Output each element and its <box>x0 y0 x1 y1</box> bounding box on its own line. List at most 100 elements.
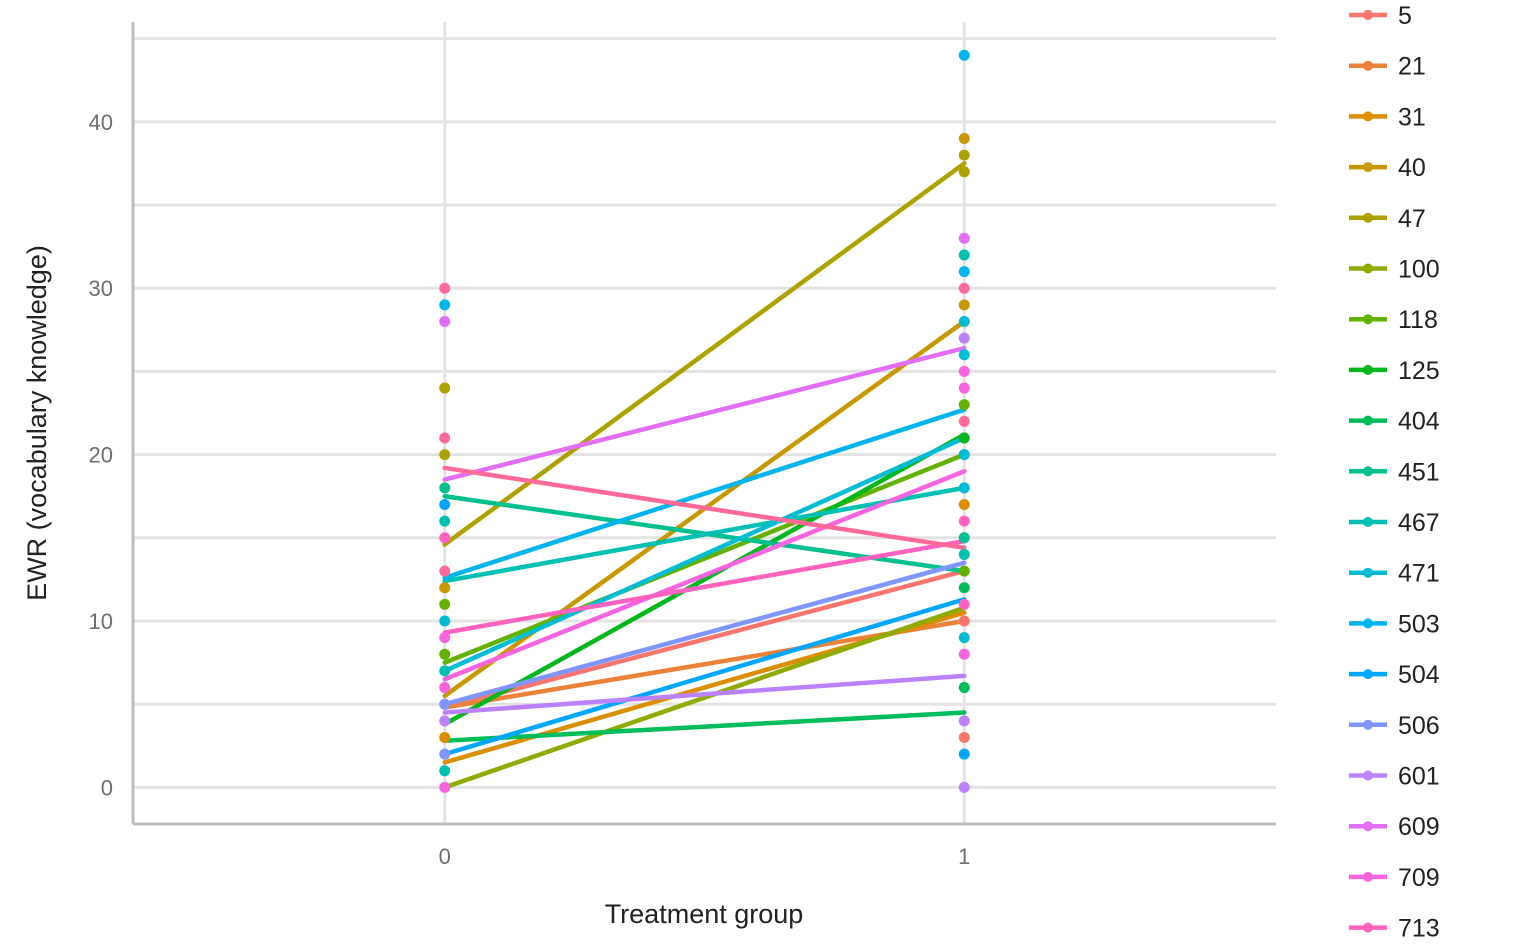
data-point <box>958 532 970 544</box>
data-point <box>439 698 451 710</box>
legend-label: 609 <box>1398 813 1440 841</box>
series-lines <box>442 161 967 790</box>
data-point <box>439 282 451 294</box>
legend-item: 118 <box>1349 306 1438 334</box>
series-line <box>442 597 967 757</box>
data-point <box>439 632 451 644</box>
data-point <box>958 249 970 261</box>
y-tick-label: 0 <box>101 775 113 800</box>
legend-label: 471 <box>1398 560 1440 588</box>
data-point <box>958 682 970 694</box>
data-point <box>958 266 970 278</box>
x-tick-label: 1 <box>958 844 970 869</box>
legend-label: 100 <box>1398 256 1440 284</box>
legend-label: 709 <box>1398 864 1440 892</box>
legend-item: 471 <box>1349 560 1440 588</box>
series-line <box>442 432 967 727</box>
data-point <box>958 432 970 444</box>
data-point <box>958 548 970 560</box>
legend-item: 31 <box>1349 103 1426 131</box>
series-line <box>442 465 967 551</box>
legend-key-point <box>1363 212 1373 223</box>
legend-label: 31 <box>1398 103 1426 131</box>
data-point <box>958 132 970 144</box>
data-points <box>439 49 970 793</box>
legend-item: 404 <box>1349 408 1440 436</box>
legend-item: 506 <box>1349 712 1440 740</box>
legend-label: 125 <box>1398 357 1440 385</box>
data-point <box>958 715 970 727</box>
legend-label: 467 <box>1398 509 1440 537</box>
legend-label: 404 <box>1398 408 1440 436</box>
data-point <box>439 715 451 727</box>
legend-key-point <box>1363 517 1373 527</box>
legend-key-point <box>1363 618 1373 629</box>
data-point <box>439 316 451 328</box>
legend-key-point <box>1363 669 1373 680</box>
data-point <box>439 598 451 610</box>
series-line <box>442 560 967 707</box>
legend-key-point <box>1363 871 1373 882</box>
data-point <box>439 781 451 793</box>
legend-item: 21 <box>1349 53 1426 81</box>
legend-item: 503 <box>1349 610 1440 638</box>
y-tick-label: 30 <box>89 276 113 301</box>
legend-key-point <box>1363 415 1373 426</box>
series-line <box>442 469 967 682</box>
legend-key-point <box>1363 60 1373 71</box>
y-tick-label: 10 <box>89 609 113 634</box>
legend-item: 451 <box>1349 458 1440 486</box>
legend-item: 609 <box>1349 813 1440 841</box>
series-line <box>442 345 967 482</box>
legend-key-point <box>1363 821 1373 832</box>
legend: 5 21 31 40 47 100 118 125 404 451 467 471 503 504 506 6… <box>1349 2 1440 943</box>
data-point <box>439 582 451 594</box>
series-line <box>442 710 967 744</box>
legend-item: 100 <box>1349 256 1440 284</box>
series-line <box>442 452 967 665</box>
series-line <box>442 568 967 710</box>
data-point <box>958 598 970 610</box>
legend-label: 47 <box>1398 205 1426 233</box>
series-line <box>442 435 967 674</box>
legend-label: 5 <box>1398 2 1412 30</box>
data-point <box>439 682 451 694</box>
x-axis-title: Treatment group <box>605 899 804 929</box>
legend-label: 506 <box>1398 712 1440 740</box>
legend-key-point <box>1363 719 1373 730</box>
data-point <box>958 232 970 244</box>
data-point <box>439 565 451 577</box>
series-line <box>442 605 967 790</box>
legend-key-point <box>1363 364 1373 375</box>
data-point <box>958 316 970 328</box>
data-point <box>958 149 970 161</box>
legend-item: 47 <box>1349 205 1426 233</box>
data-point <box>958 615 970 627</box>
y-axis-title: EWR (vocabulary knowledge) <box>22 245 52 601</box>
data-point <box>958 565 970 577</box>
legend-key-point <box>1363 10 1373 20</box>
legend-key-point <box>1363 770 1373 781</box>
data-point <box>439 432 451 444</box>
legend-item: 467 <box>1349 509 1440 537</box>
data-point <box>958 515 970 527</box>
legend-key-point <box>1363 263 1373 274</box>
data-point <box>439 299 451 311</box>
data-point <box>439 665 451 677</box>
x-tick-label: 0 <box>439 844 451 869</box>
data-point <box>958 415 970 427</box>
data-point <box>958 399 970 411</box>
data-point <box>958 299 970 311</box>
data-point <box>958 582 970 594</box>
legend-item: 713 <box>1349 915 1440 943</box>
legend-key-point <box>1363 314 1373 325</box>
legend-item: 5 <box>1349 2 1412 30</box>
legend-key-point <box>1363 567 1373 578</box>
data-point <box>439 449 451 461</box>
data-point <box>439 515 451 527</box>
data-point <box>958 382 970 394</box>
legend-item: 709 <box>1349 864 1440 892</box>
legend-key-point <box>1363 922 1373 933</box>
grid-lines <box>133 22 1276 824</box>
